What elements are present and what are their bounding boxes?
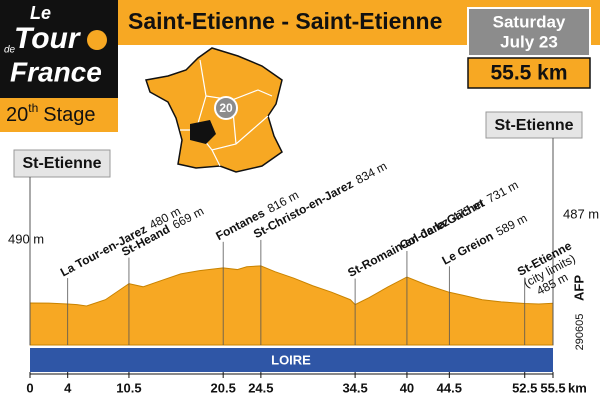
x-tick-label: 0 [26,380,33,395]
map-highlight [190,120,216,144]
x-tick-label: 44.5 [437,380,462,395]
start-label: St-Etienne [22,155,101,172]
logo-text: France [10,56,102,87]
x-tick-label: 4 [64,380,72,395]
start-box [13,149,111,178]
map-marker [214,96,238,120]
date: Saturday [493,12,566,31]
end-altitude: 487 m [563,206,599,221]
stage-box [0,98,118,132]
date-box [467,7,591,57]
credit-agency: AFP [571,275,586,301]
x-tick-label: 24.5 [248,380,273,395]
river-band [30,348,553,372]
river-label: LOIRE [271,352,311,367]
x-tick-label: 20.5 [211,380,236,395]
map-marker-label: 20 [219,101,233,115]
title: Saint-Etienne - Saint-Etienne [128,8,442,34]
credit-code: 290605 [574,314,586,351]
x-tick-label: 52.5 [512,380,537,395]
end-box [485,111,583,139]
logo-text: Tour [14,22,82,55]
logo-text: Le [30,3,51,23]
distance: 55.5 km [490,62,567,85]
france-map [145,47,283,173]
date: July 23 [500,32,558,51]
x-tick-label: 40 [400,380,414,395]
logo-text: de [4,45,16,56]
x-tick-label: 55.5 [540,380,565,395]
stage-word: Stage [43,104,95,126]
end-label: St-Etienne [494,117,573,134]
x-tick-label: 10.5 [116,380,141,395]
x-tick-label: 34.5 [342,380,367,395]
elevation-area [29,265,554,346]
stage-number: 20 [6,104,28,126]
stage-label: 20th Stage [6,101,96,126]
distance-box [467,57,591,89]
start-altitude: 490 m [8,231,44,246]
x-unit: km [568,380,587,395]
stage-suffix: th [28,101,38,115]
logo-sun [87,30,107,50]
